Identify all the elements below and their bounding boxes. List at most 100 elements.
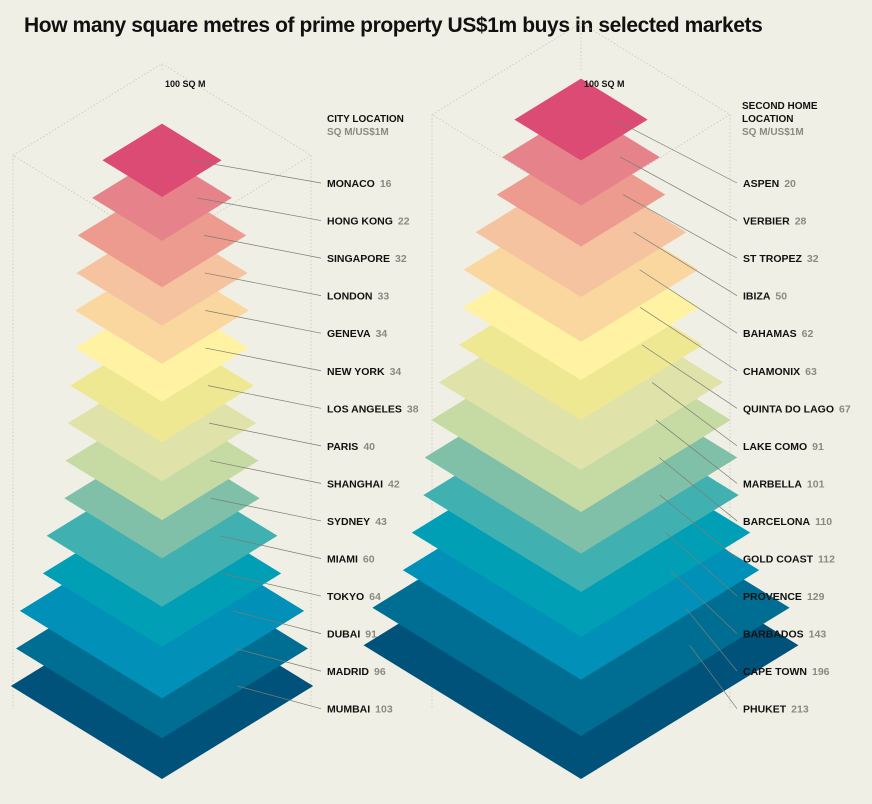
market-name: MARBELLA: [743, 478, 802, 490]
left-panel-subheading: SQ M/US$1M: [327, 127, 389, 138]
label-new-york: NEW YORK 34: [327, 366, 401, 378]
left-panel: 100 SQ M CITY LOCATION SQ M/US$1M MONACO…: [10, 63, 419, 779]
right-reference-label: 100 SQ M: [584, 79, 625, 89]
right-diamonds: [363, 78, 799, 779]
leader-line-paris: [209, 422, 322, 447]
label-lake-como: LAKE COMO 91: [743, 441, 824, 453]
market-name: TOKYO: [327, 591, 364, 603]
label-hong-kong: HONG KONG 22: [327, 216, 410, 228]
label-marbella: MARBELLA 101: [743, 478, 825, 490]
label-aspen: ASPEN 20: [743, 178, 796, 190]
leader-line-new-york: [205, 347, 322, 372]
label-chamonix: CHAMONIX 63: [743, 366, 817, 378]
market-value: 20: [784, 178, 796, 190]
market-name: ST TROPEZ: [743, 253, 803, 265]
market-name: BAHAMAS: [743, 328, 797, 340]
left-reference-box: [12, 63, 312, 709]
leader-line-sydney: [210, 497, 322, 522]
market-value: 34: [376, 328, 388, 340]
leader-line-provence: [665, 532, 738, 597]
market-value: 196: [812, 666, 830, 678]
market-value: 103: [375, 704, 393, 716]
label-quinta-do-lago: QUINTA DO LAGO 67: [743, 403, 851, 415]
diamond-hong-kong: [92, 154, 232, 241]
leader-line-miami: [219, 535, 322, 559]
market-name: PROVENCE: [743, 591, 802, 603]
market-value: 67: [839, 403, 851, 415]
market-value: 63: [805, 366, 817, 378]
market-value: 112: [818, 554, 835, 566]
label-cape-town: CAPE TOWN 196: [743, 666, 830, 678]
label-london: LONDON 33: [327, 291, 389, 303]
market-value: 62: [802, 328, 814, 340]
right-panel-heading-line1: SECOND HOME: [742, 101, 818, 112]
leader-line-dubai: [232, 610, 322, 634]
left-labels: MONACO 16 HONG KONG 22 SINGAPORE 32 LONDON 33 GE…: [327, 178, 419, 716]
left-reference-label: 100 SQ M: [165, 79, 206, 89]
market-name: PARIS: [327, 441, 358, 453]
market-value: 22: [398, 216, 410, 228]
label-tokyo: TOKYO 64: [327, 591, 381, 603]
leader-line-marbella: [655, 419, 738, 484]
market-name: MADRID: [327, 666, 369, 678]
leader-line-ibiza: [633, 231, 738, 296]
market-name: CHAMONIX: [743, 366, 800, 378]
right-panel: 100 SQ M SECOND HOME LOCATION SQ M/US$1M…: [363, 22, 851, 779]
right-panel-subheading: SQ M/US$1M: [742, 127, 804, 138]
leader-line-madrid: [234, 648, 322, 672]
market-name: DUBAI: [327, 629, 360, 641]
leader-line-tokyo: [221, 573, 322, 597]
market-value: 96: [374, 666, 386, 678]
label-barcelona: BARCELONA 110: [743, 516, 832, 528]
right-leader-lines: [614, 119, 738, 709]
market-name: BARCELONA: [743, 516, 810, 528]
leader-line-lake-como: [651, 382, 738, 447]
label-madrid: MADRID 96: [327, 666, 386, 678]
left-panel-heading: CITY LOCATION: [327, 114, 404, 125]
market-name: MIAMI: [327, 554, 358, 566]
page-title: How many square metres of prime property…: [24, 14, 763, 37]
label-paris: PARIS 40: [327, 441, 375, 453]
market-value: 101: [807, 478, 825, 490]
label-provence: PROVENCE 129: [743, 591, 825, 603]
market-value: 50: [775, 291, 787, 303]
label-dubai: DUBAI 91: [327, 629, 377, 641]
label-st-tropez: ST TROPEZ 32: [743, 253, 819, 265]
reference-diamond: [12, 63, 312, 248]
market-value: 33: [378, 291, 390, 303]
label-mumbai: MUMBAI 103: [327, 704, 393, 716]
market-name: VERBIER: [743, 216, 790, 228]
market-value: 91: [812, 441, 824, 453]
leader-line-aspen: [614, 119, 738, 184]
market-name: IBIZA: [743, 291, 771, 303]
label-monaco: MONACO 16: [327, 178, 392, 190]
market-name: SINGAPORE: [327, 253, 390, 265]
leader-line-bahamas: [639, 269, 738, 334]
label-gold-coast: GOLD COAST 112: [743, 554, 835, 566]
market-name: LONDON: [327, 291, 373, 303]
market-name: SHANGHAI: [327, 478, 383, 490]
market-name: HONG KONG: [327, 216, 393, 228]
market-value: 34: [390, 366, 402, 378]
label-barbados: BARBADOS 143: [743, 629, 826, 641]
market-name: LAKE COMO: [743, 441, 807, 453]
diamond-aspen: [514, 78, 648, 161]
leader-line-shanghai: [210, 460, 322, 484]
leader-line-st-tropez: [622, 194, 738, 259]
market-value: 43: [375, 516, 387, 528]
leader-line-barcelona: [658, 457, 738, 522]
market-value: 213: [791, 704, 809, 716]
right-labels: ASPEN 20 VERBIER 28 ST TROPEZ 32 IBIZA 50 BAHAMA…: [743, 178, 851, 716]
market-name: MUMBAI: [327, 704, 370, 716]
leader-line-hong-kong: [196, 197, 322, 221]
label-sydney: SYDNEY 43: [327, 516, 387, 528]
diamond-monaco: [102, 123, 222, 197]
label-phuket: PHUKET 213: [743, 704, 809, 716]
market-name: GOLD COAST: [743, 554, 814, 566]
market-name: SYDNEY: [327, 516, 370, 528]
right-reference-box: [431, 22, 731, 709]
market-name: CAPE TOWN: [743, 666, 807, 678]
label-singapore: SINGAPORE 32: [327, 253, 407, 265]
market-value: 143: [809, 629, 827, 641]
